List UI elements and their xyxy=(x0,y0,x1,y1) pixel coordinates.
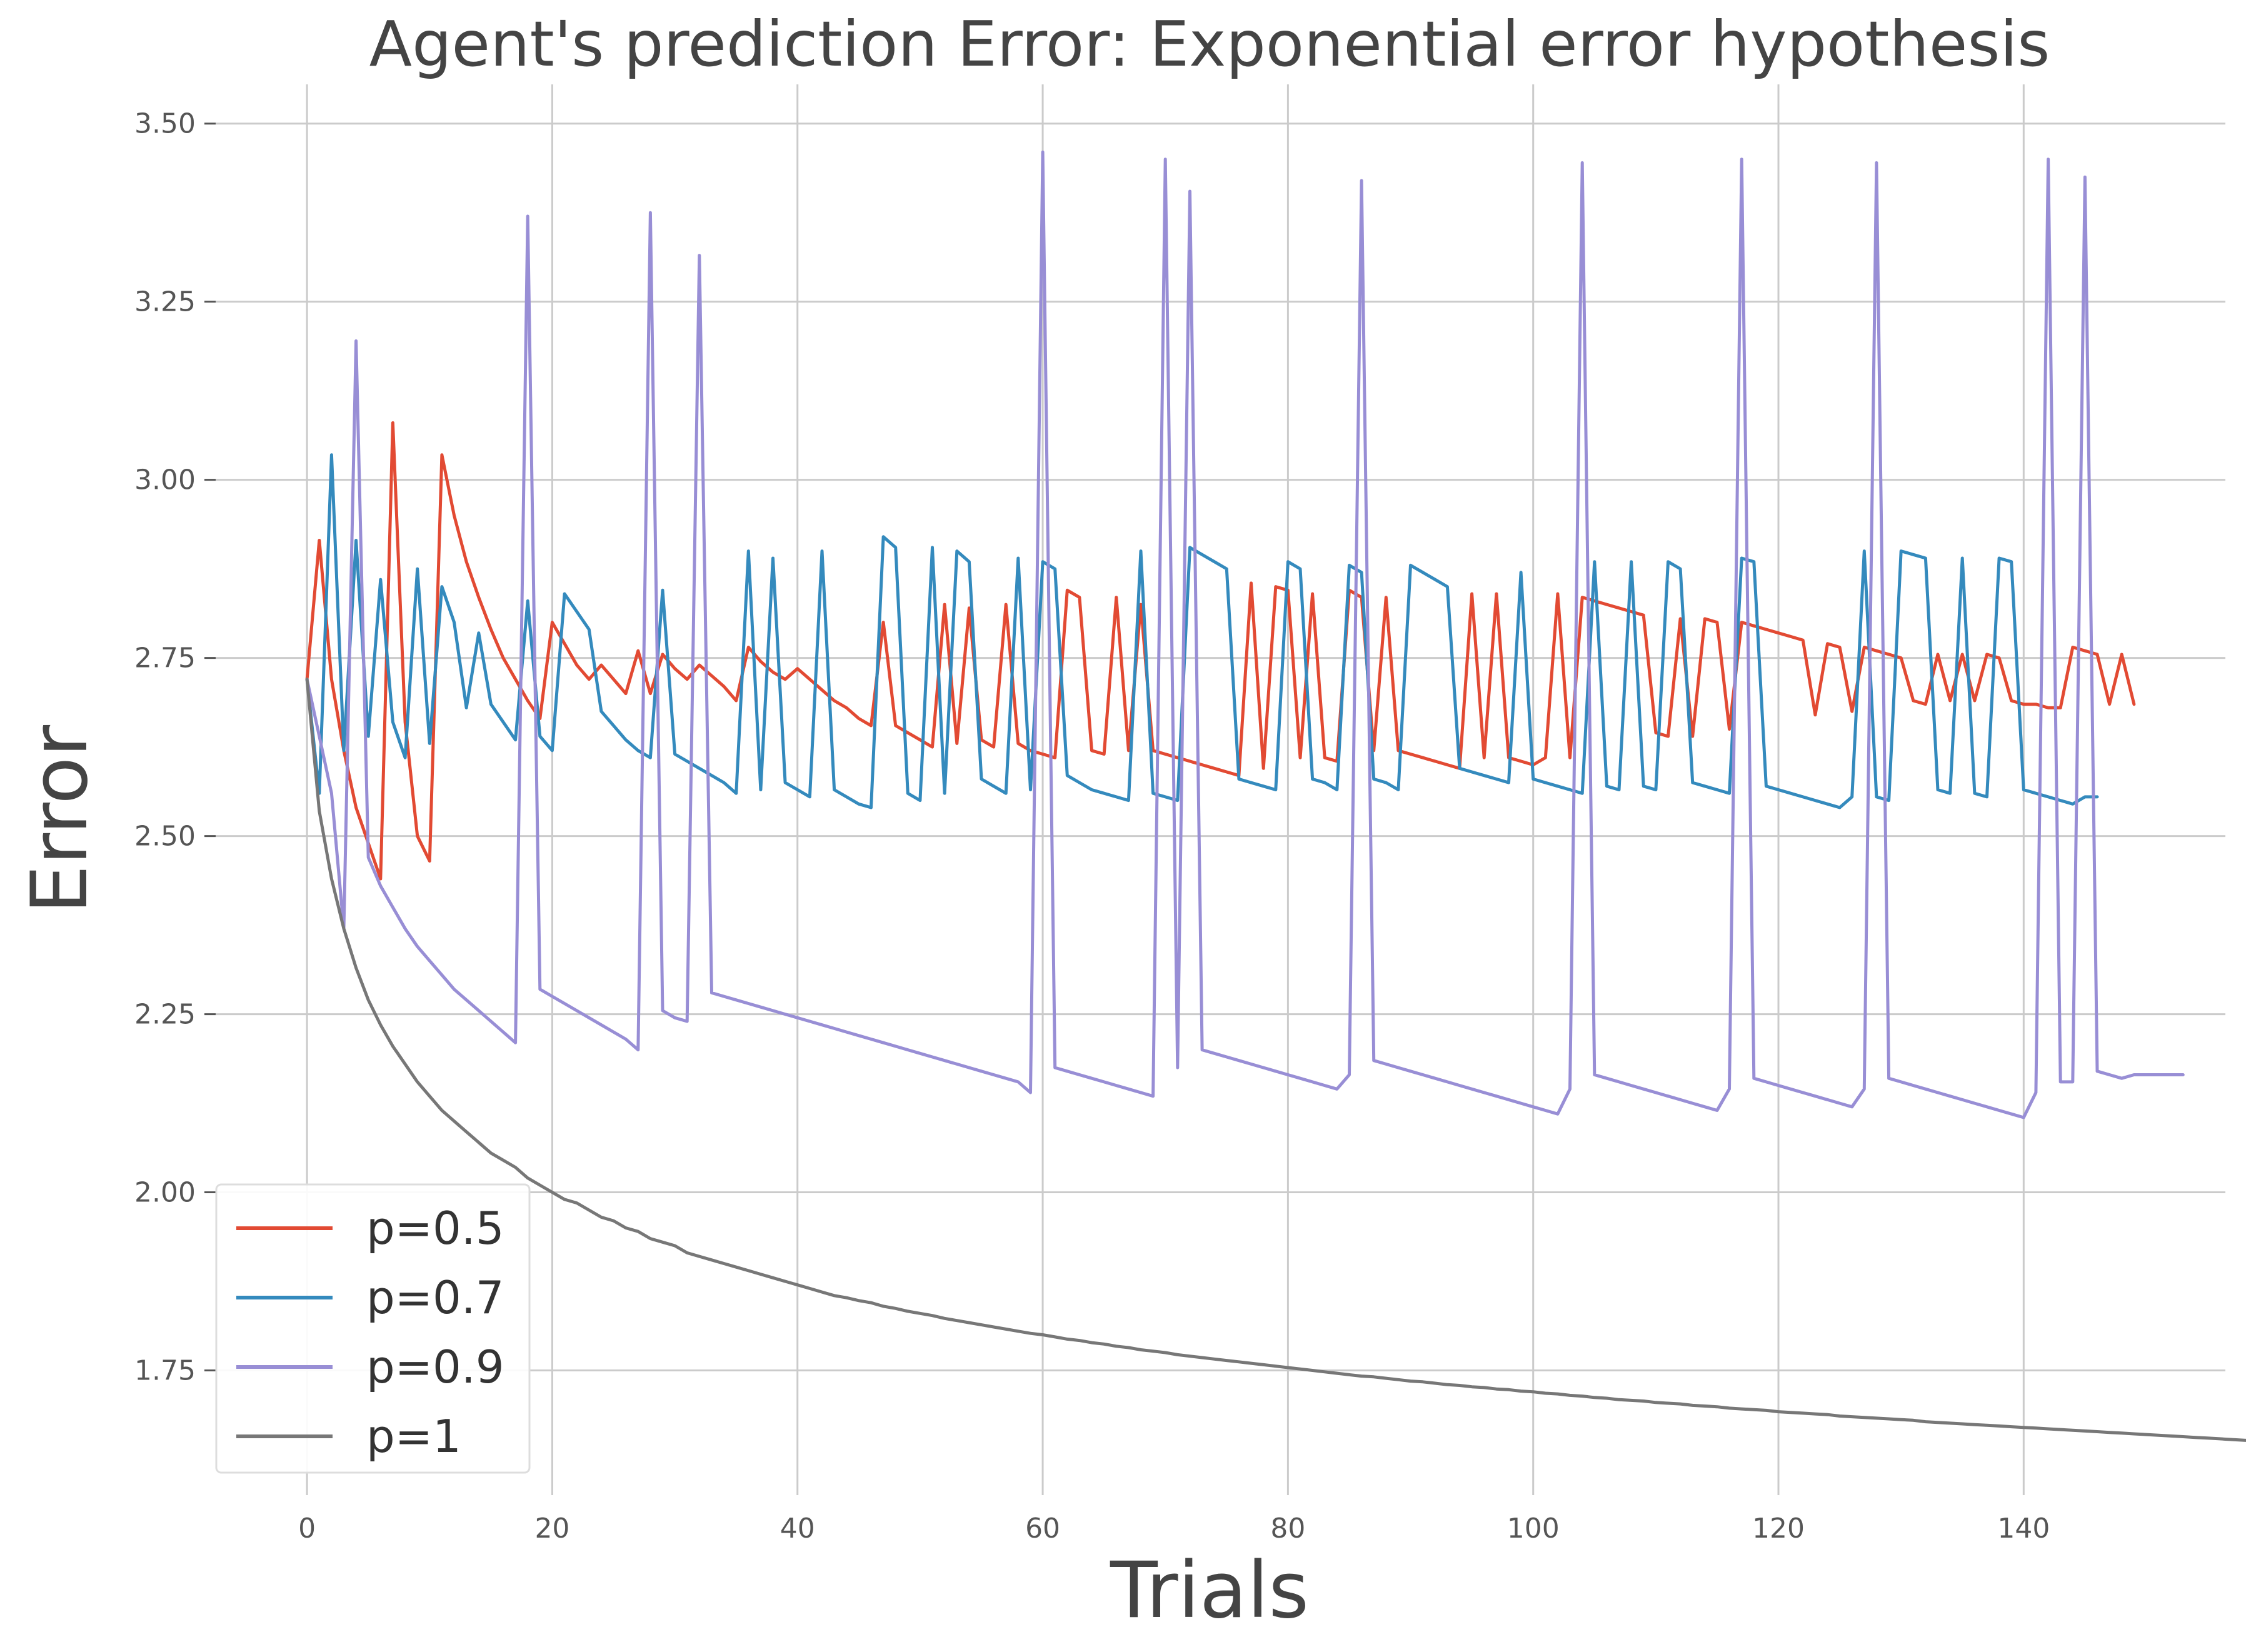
legend-label: p=0.9 xyxy=(366,1341,504,1393)
series-line-3 xyxy=(305,150,2185,1119)
y-tick-label: 1.75 xyxy=(134,1355,196,1387)
x-tick-label: 80 xyxy=(1270,1513,1305,1544)
x-tick-label: 20 xyxy=(534,1513,569,1544)
y-tick-labels: 1.75 2.00 2.25 2.50 2.75 3.00 3.25 3.50 xyxy=(134,108,196,1387)
y-tick-label: 3.50 xyxy=(134,108,196,140)
series-line-2 xyxy=(305,453,2099,809)
y-axis-label: Error xyxy=(15,725,105,914)
y-tick-label: 3.00 xyxy=(134,464,196,496)
y-tick-label: 2.50 xyxy=(134,821,196,853)
y-tick-label: 2.25 xyxy=(134,999,196,1031)
y-tick-label: 2.00 xyxy=(134,1177,196,1209)
x-tick-label: 0 xyxy=(298,1513,316,1544)
x-axis-label: Trials xyxy=(1110,1546,1309,1636)
y-tick-label: 3.25 xyxy=(134,286,196,318)
legend-frame xyxy=(215,1183,531,1474)
x-tick-labels: 0 20 40 60 80 100 120 140 xyxy=(298,1513,2050,1544)
x-tick-label: 60 xyxy=(1025,1513,1060,1544)
x-tick-label: 100 xyxy=(1507,1513,1560,1544)
legend: p=0.5 p=0.7 p=0.9 p=1 xyxy=(215,1183,531,1474)
series-line-1 xyxy=(305,421,2136,881)
y-tick-label: 2.75 xyxy=(134,643,196,674)
series-lines xyxy=(305,150,2246,1442)
legend-label: p=1 xyxy=(366,1410,461,1463)
chart-title: Agent's prediction Error: Exponential er… xyxy=(369,8,2050,81)
x-tick-label: 40 xyxy=(780,1513,815,1544)
series-line-4 xyxy=(305,678,2246,1442)
legend-label: p=0.7 xyxy=(366,1271,504,1324)
x-tick-label: 140 xyxy=(1997,1513,2050,1544)
x-tick-label: 120 xyxy=(1752,1513,1805,1544)
legend-label: p=0.5 xyxy=(366,1202,504,1254)
